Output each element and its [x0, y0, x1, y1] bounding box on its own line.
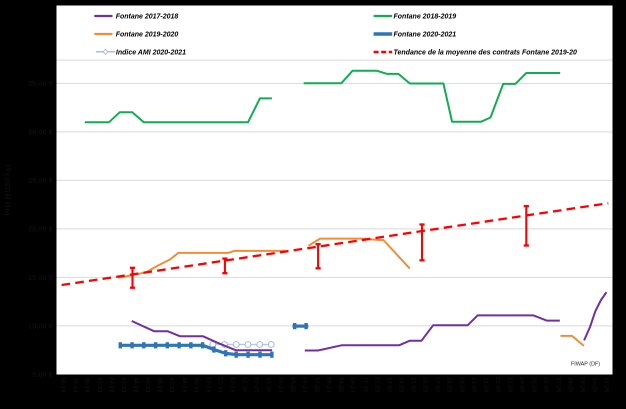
svg-text:30-20: 30-20: [591, 377, 597, 393]
svg-text:17-20: 17-20: [434, 377, 440, 393]
svg-text:Fontane 2019-2020: Fontane 2019-2020: [116, 32, 179, 39]
svg-text:20-20: 20-20: [470, 377, 476, 393]
svg-text:Fontane 2018-2019: Fontane 2018-2019: [394, 14, 457, 21]
svg-text:20,00 €: 20,00 €: [28, 225, 54, 234]
svg-text:25-20: 25-20: [530, 377, 536, 393]
svg-text:09-20: 09-20: [337, 377, 343, 393]
svg-text:23-20: 23-20: [506, 377, 512, 393]
svg-text:19-20: 19-20: [458, 377, 464, 393]
svg-text:42-19: 42-19: [108, 377, 114, 393]
svg-text:38-19: 38-19: [60, 377, 66, 393]
svg-text:29-20: 29-20: [578, 377, 584, 393]
svg-text:06-20: 06-20: [301, 377, 307, 393]
svg-text:51-19: 51-19: [217, 377, 223, 393]
svg-text:Tendance de la moyenne des con: Tendance de la moyenne des contrats Font…: [394, 50, 577, 57]
svg-text:07-20: 07-20: [313, 377, 319, 393]
svg-text:40-19: 40-19: [84, 377, 90, 393]
svg-text:Fontane 2020-2021: Fontane 2020-2021: [394, 32, 457, 39]
svg-text:13-20: 13-20: [385, 377, 391, 393]
svg-text:44-19: 44-19: [132, 377, 138, 393]
svg-text:Indice AMI 2020-2021: Indice AMI 2020-2021: [116, 49, 186, 56]
svg-text:24-20: 24-20: [518, 377, 524, 393]
svg-text:05-20: 05-20: [289, 377, 295, 393]
svg-text:30,00 €: 30,00 €: [28, 128, 54, 137]
svg-text:02-20: 02-20: [253, 377, 259, 393]
svg-text:10,00 €: 10,00 €: [28, 322, 54, 331]
svg-text:12-20: 12-20: [373, 377, 379, 393]
svg-text:31-20: 31-20: [603, 377, 609, 393]
svg-text:43-19: 43-19: [120, 377, 126, 393]
svg-text:15,00 €: 15,00 €: [28, 273, 54, 282]
svg-text:52-19: 52-19: [229, 377, 235, 393]
svg-text:27-20: 27-20: [554, 377, 560, 393]
svg-text:10-20: 10-20: [349, 377, 355, 393]
svg-text:01-20: 01-20: [241, 377, 247, 393]
svg-text:47-19: 47-19: [168, 377, 174, 393]
svg-text:25,00 €: 25,00 €: [28, 176, 54, 185]
svg-text:16-20: 16-20: [422, 377, 428, 393]
svg-text:49-19: 49-19: [192, 377, 198, 393]
svg-text:48-19: 48-19: [180, 377, 186, 393]
svg-text:35,00 €: 35,00 €: [28, 79, 54, 88]
svg-text:21-20: 21-20: [482, 377, 488, 393]
svg-text:08-20: 08-20: [325, 377, 331, 393]
svg-text:41-19: 41-19: [96, 377, 102, 393]
svg-text:11-20: 11-20: [361, 377, 367, 393]
svg-text:Fontane 2017-2018: Fontane 2017-2018: [116, 14, 179, 21]
svg-text:28-20: 28-20: [566, 377, 572, 393]
svg-text:46-19: 46-19: [156, 377, 162, 393]
svg-text:Prix (€/100 kg): Prix (€/100 kg): [3, 164, 12, 215]
svg-text:26-20: 26-20: [542, 377, 548, 393]
svg-text:50-19: 50-19: [204, 377, 210, 393]
svg-text:45-19: 45-19: [144, 377, 150, 393]
svg-text:18-20: 18-20: [446, 377, 452, 393]
svg-text:FIWAP (DF): FIWAP (DF): [571, 361, 600, 367]
svg-text:04-20: 04-20: [277, 377, 283, 393]
svg-text:15-20: 15-20: [410, 377, 416, 393]
svg-text:03-20: 03-20: [265, 377, 271, 393]
svg-text:5,00 €: 5,00 €: [32, 370, 54, 379]
svg-text:22-20: 22-20: [494, 377, 500, 393]
svg-text:14-20: 14-20: [397, 377, 403, 393]
svg-text:39-19: 39-19: [72, 377, 78, 393]
